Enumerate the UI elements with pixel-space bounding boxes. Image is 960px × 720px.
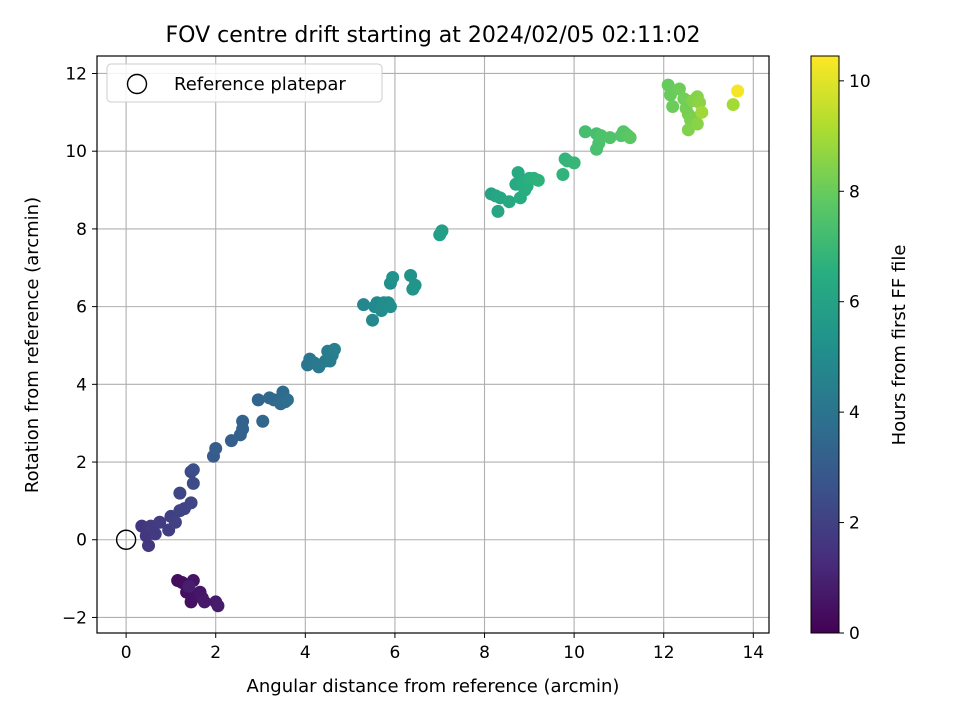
reference-platepar-marker — [115, 529, 137, 550]
data-point — [142, 539, 156, 553]
colorbar-tick-label: 6 — [849, 293, 860, 313]
data-point — [211, 599, 225, 613]
data-point — [186, 476, 200, 490]
colorbar-label: Hours from first FF file — [889, 245, 910, 446]
data-point — [386, 270, 400, 284]
data-point — [693, 96, 707, 110]
data-point — [511, 166, 525, 180]
data-point — [695, 105, 709, 119]
colorbar-tick-label: 8 — [849, 182, 860, 202]
data-point — [173, 486, 187, 500]
y-tick-label: 6 — [76, 298, 87, 318]
x-tick-label: 6 — [390, 643, 401, 663]
x-tick-label: 10 — [563, 643, 585, 663]
x-tick-label: 0 — [121, 643, 132, 663]
colorbar-tick-label: 0 — [849, 624, 860, 644]
colorbar-tick-label: 2 — [849, 514, 860, 534]
x-tick-label: 8 — [479, 643, 490, 663]
data-point — [280, 393, 294, 407]
data-point — [357, 298, 371, 312]
data-point — [251, 393, 265, 407]
data-point — [603, 131, 617, 145]
colorbar-tick-label: 10 — [849, 72, 871, 92]
colorbar-tick-label: 4 — [849, 403, 860, 423]
x-tick-label: 12 — [653, 643, 675, 663]
x-tick-label: 14 — [742, 643, 764, 663]
data-point — [383, 300, 397, 314]
data-point — [661, 78, 675, 92]
y-axis-label: Rotation from reference (arcmin) — [22, 197, 43, 493]
y-tick-label: 8 — [76, 220, 87, 240]
legend-entry-reference: Reference platepar — [174, 74, 346, 95]
data-point — [182, 579, 196, 593]
colorbar-ticks: 0 2 4 6 8 10 — [839, 72, 871, 644]
x-axis-label: Angular distance from reference (arcmin) — [247, 676, 620, 697]
data-point — [153, 515, 167, 529]
data-point — [666, 100, 680, 114]
data-point — [623, 131, 637, 145]
y-tick-label: 2 — [76, 453, 87, 473]
data-point — [690, 117, 704, 131]
legend-box — [106, 63, 383, 103]
data-point — [186, 463, 200, 477]
data-point — [726, 98, 740, 112]
data-point — [327, 342, 341, 356]
chart-title: FOV centre drift starting at 2024/02/05 … — [166, 23, 701, 48]
data-point — [236, 414, 250, 428]
y-tick-label: −2 — [62, 608, 87, 628]
data-point — [209, 441, 223, 455]
y-tick-label: 10 — [65, 142, 87, 162]
x-tick-label: 4 — [300, 643, 311, 663]
data-point — [184, 496, 198, 510]
data-point — [135, 519, 149, 533]
data-point — [491, 204, 505, 218]
data-point — [404, 269, 418, 283]
data-point — [366, 313, 380, 327]
data-point — [198, 595, 212, 609]
data-point — [556, 168, 570, 182]
data-points — [115, 78, 745, 613]
data-point — [502, 195, 516, 209]
data-point — [168, 515, 182, 529]
axis-ticks: 0 2 4 6 8 10 12 14 −2 0 2 4 6 8 10 12 — [62, 64, 764, 663]
grid — [97, 56, 769, 633]
legend: Reference platepar — [106, 63, 383, 103]
colorbar: 0 2 4 6 8 10 Hours from first FF file — [810, 55, 910, 644]
y-tick-label: 0 — [76, 531, 87, 551]
data-point — [731, 84, 745, 98]
legend-marker-reference — [126, 73, 148, 95]
x-tick-label: 2 — [210, 643, 221, 663]
data-point — [148, 527, 162, 541]
data-point — [567, 156, 581, 170]
data-point — [578, 125, 592, 139]
data-point — [531, 173, 545, 187]
data-point — [672, 82, 686, 96]
data-point — [435, 224, 449, 238]
data-point — [256, 414, 270, 428]
y-tick-label: 4 — [76, 375, 87, 395]
plot-frame — [96, 55, 770, 634]
y-tick-label: 12 — [65, 64, 87, 84]
colorbar-gradient — [810, 55, 840, 634]
data-point — [408, 278, 422, 292]
